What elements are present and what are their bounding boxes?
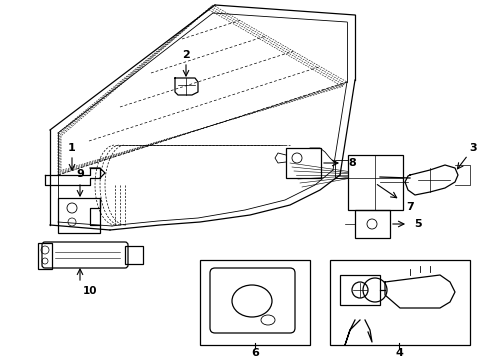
Text: 5: 5 xyxy=(413,219,421,229)
Text: 1: 1 xyxy=(68,143,76,153)
Text: 10: 10 xyxy=(82,286,97,296)
Text: 6: 6 xyxy=(250,348,259,358)
Text: 2: 2 xyxy=(182,50,189,60)
Text: 4: 4 xyxy=(394,348,402,358)
Bar xyxy=(334,160,347,178)
Text: 3: 3 xyxy=(468,143,476,153)
Bar xyxy=(339,275,379,305)
Bar xyxy=(285,148,320,178)
Bar xyxy=(125,246,142,264)
Text: 8: 8 xyxy=(347,158,355,168)
Bar xyxy=(38,243,52,269)
Bar xyxy=(354,210,389,238)
Bar xyxy=(200,260,309,345)
Text: 7: 7 xyxy=(406,202,413,212)
Bar xyxy=(329,260,469,345)
Text: 9: 9 xyxy=(76,169,84,179)
Bar xyxy=(347,155,402,210)
